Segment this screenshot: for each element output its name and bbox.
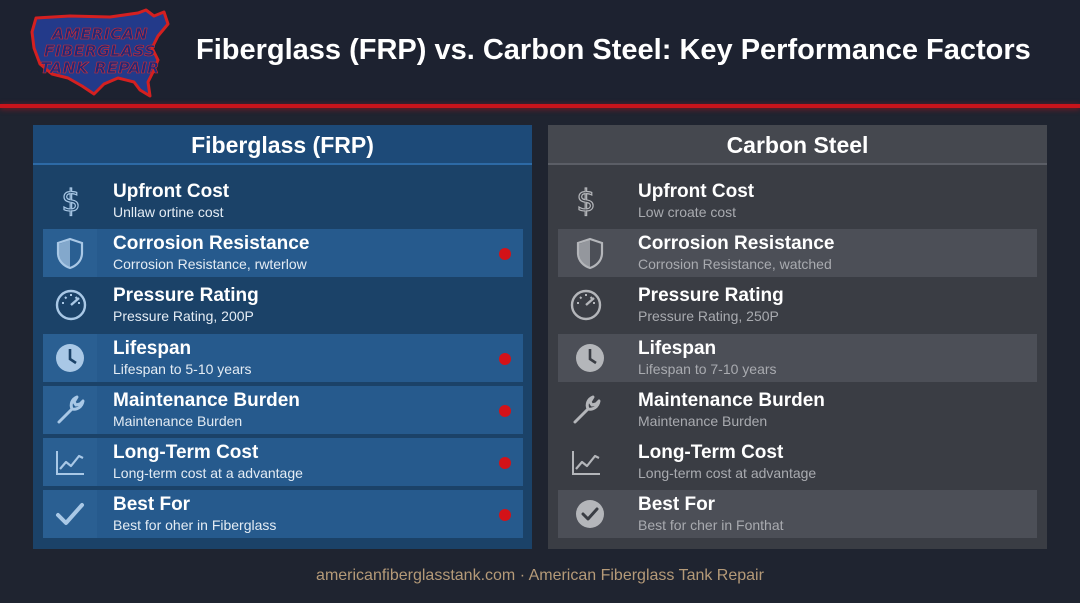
shield-icon <box>558 229 622 278</box>
row-title: Corrosion Resistance <box>113 233 310 255</box>
row-band: Best For Best for cher in Fonthat <box>622 490 1037 539</box>
row-title: Long-Term Cost <box>638 442 784 463</box>
wrench-icon <box>560 387 612 433</box>
frp-panel: Fiberglass (FRP) $ Upfront Cost Unllaw ort… <box>33 125 532 549</box>
header-divider <box>0 104 1080 108</box>
shield-icon <box>43 229 97 278</box>
steel-row-upfront-cost: $ Upfront Cost Low croate cost <box>548 176 1047 224</box>
steel-panel: Carbon Steel $ Upfront Cost Low croate cos… <box>548 125 1047 549</box>
frp-row-long-term-cost: Long-Term Cost Long-term cost at a advant… <box>33 437 532 486</box>
row-subtitle: Maintenance Burden <box>113 412 243 429</box>
row-subtitle: Corrosion Resistance, watched <box>638 256 832 273</box>
wrench-icon <box>43 385 97 434</box>
row-band: Corrosion Resistance Corrosion Resistance… <box>97 229 523 278</box>
row-subtitle: Pressure Rating, 250P <box>638 308 779 325</box>
row-subtitle: Low croate cost <box>638 204 737 220</box>
row-title: Maintenance Burden <box>638 389 825 411</box>
row-band: Upfront Cost Low croate cost <box>622 177 1037 225</box>
row-subtitle: Unllaw ortine cost <box>113 204 224 220</box>
row-title: Maintenance Burden <box>113 389 300 411</box>
row-band: Long-Term Cost Long-term cost at advantag… <box>622 438 1037 486</box>
row-title: Corrosion Resistance <box>638 233 835 255</box>
logo-line-1: AMERICAN <box>51 25 149 43</box>
clock-icon <box>558 333 622 382</box>
frp-row-maintenance-burden: Maintenance Burden Maintenance Burden <box>33 385 532 434</box>
advantage-dot <box>499 352 511 365</box>
row-title: Lifespan <box>113 337 192 359</box>
row-band: Pressure Rating Pressure Rating, 200P <box>97 281 523 329</box>
row-subtitle: Lifespan to 7-10 years <box>638 360 777 377</box>
dollar-icon: $ <box>560 178 612 224</box>
frp-row-best-for: Best For Best for oher in Fiberglass <box>33 489 532 539</box>
logo-line-3: TANK REPAIR <box>40 59 160 77</box>
row-subtitle: Long-term cost at advantage <box>638 465 817 481</box>
trend-chart-icon <box>43 438 97 486</box>
steel-row-maintenance-burden: Maintenance Burden Maintenance Burden <box>548 385 1047 433</box>
row-band: Upfront Cost Unllaw ortine cost <box>97 177 523 225</box>
steel-row-lifespan: Lifespan Lifespan to 7-10 years <box>548 333 1047 382</box>
row-subtitle: Maintenance Burden <box>638 412 768 429</box>
row-band: Pressure Rating Pressure Rating, 250P <box>622 281 1037 329</box>
row-subtitle: Best for oher in Fiberglass <box>113 517 277 534</box>
row-subtitle: Best for cher in Fonthat <box>638 517 784 534</box>
row-band: Long-Term Cost Long-term cost at a advant… <box>97 438 523 486</box>
logo-line-2: FIBERGLASS <box>43 42 157 60</box>
usa-map-icon <box>30 8 170 98</box>
svg-text:$: $ <box>576 184 595 218</box>
steel-row-best-for: Best For Best for cher in Fonthat <box>548 489 1047 539</box>
row-band: Lifespan Lifespan to 5-10 years <box>97 333 523 382</box>
steel-row-long-term-cost: Long-Term Cost Long-term cost at advantag… <box>548 437 1047 485</box>
trend-chart-icon <box>560 439 612 485</box>
row-title: Best For <box>113 494 191 516</box>
row-title: Best For <box>638 494 716 516</box>
advantage-dot <box>499 457 511 469</box>
gauge-icon <box>45 282 97 328</box>
advantage-dot <box>499 404 511 417</box>
frp-panel-title: Fiberglass (FRP) <box>33 125 532 165</box>
row-band: Maintenance Burden Maintenance Burden <box>622 386 1037 434</box>
svg-text:$: $ <box>61 184 80 218</box>
steel-panel-title: Carbon Steel <box>548 125 1047 165</box>
header: AMERICAN FIBERGLASS TANK REPAIR Fibergla… <box>0 0 1080 104</box>
row-band: Best For Best for oher in Fiberglass <box>97 490 523 539</box>
frp-row-corrosion-resistance: Corrosion Resistance Corrosion Resistance… <box>33 228 532 278</box>
company-logo[interactable]: AMERICAN FIBERGLASS TANK REPAIR <box>30 8 170 100</box>
page-title: Fiberglass (FRP) vs. Carbon Steel: Key P… <box>196 34 1031 66</box>
row-subtitle: Long-term cost at a advantage <box>113 465 303 481</box>
clock-icon <box>43 333 97 382</box>
advantage-dot <box>499 509 511 522</box>
frp-row-lifespan: Lifespan Lifespan to 5-10 years <box>33 333 532 382</box>
row-band: Corrosion Resistance Corrosion Resistance… <box>622 229 1037 278</box>
row-title: Lifespan <box>638 337 717 359</box>
row-title: Pressure Rating <box>113 285 259 307</box>
row-subtitle: Pressure Rating, 200P <box>113 308 254 325</box>
row-title: Long-Term Cost <box>113 442 259 463</box>
frp-row-upfront-cost: $ Upfront Cost Unllaw ortine cost <box>33 176 532 224</box>
row-title: Pressure Rating <box>638 285 784 307</box>
row-title: Upfront Cost <box>638 181 755 202</box>
checkmark-icon <box>43 490 97 539</box>
steel-row-pressure-rating: Pressure Rating Pressure Rating, 250P <box>548 280 1047 328</box>
advantage-dot <box>499 248 511 261</box>
gauge-icon <box>560 282 612 328</box>
footer-text: americanfiberglasstank.com · American Fi… <box>316 567 764 584</box>
row-band: Maintenance Burden Maintenance Burden <box>97 385 523 434</box>
check-circle-icon <box>558 490 622 539</box>
frp-row-pressure-rating: Pressure Rating Pressure Rating, 200P <box>33 280 532 328</box>
row-subtitle: Lifespan to 5-10 years <box>113 360 252 377</box>
dollar-icon: $ <box>45 178 97 224</box>
row-band: Lifespan Lifespan to 7-10 years <box>622 333 1037 382</box>
row-title: Upfront Cost <box>113 181 230 202</box>
row-subtitle: Corrosion Resistance, rwterlow <box>113 256 307 273</box>
steel-row-corrosion-resistance: Corrosion Resistance Corrosion Resistance… <box>548 228 1047 278</box>
